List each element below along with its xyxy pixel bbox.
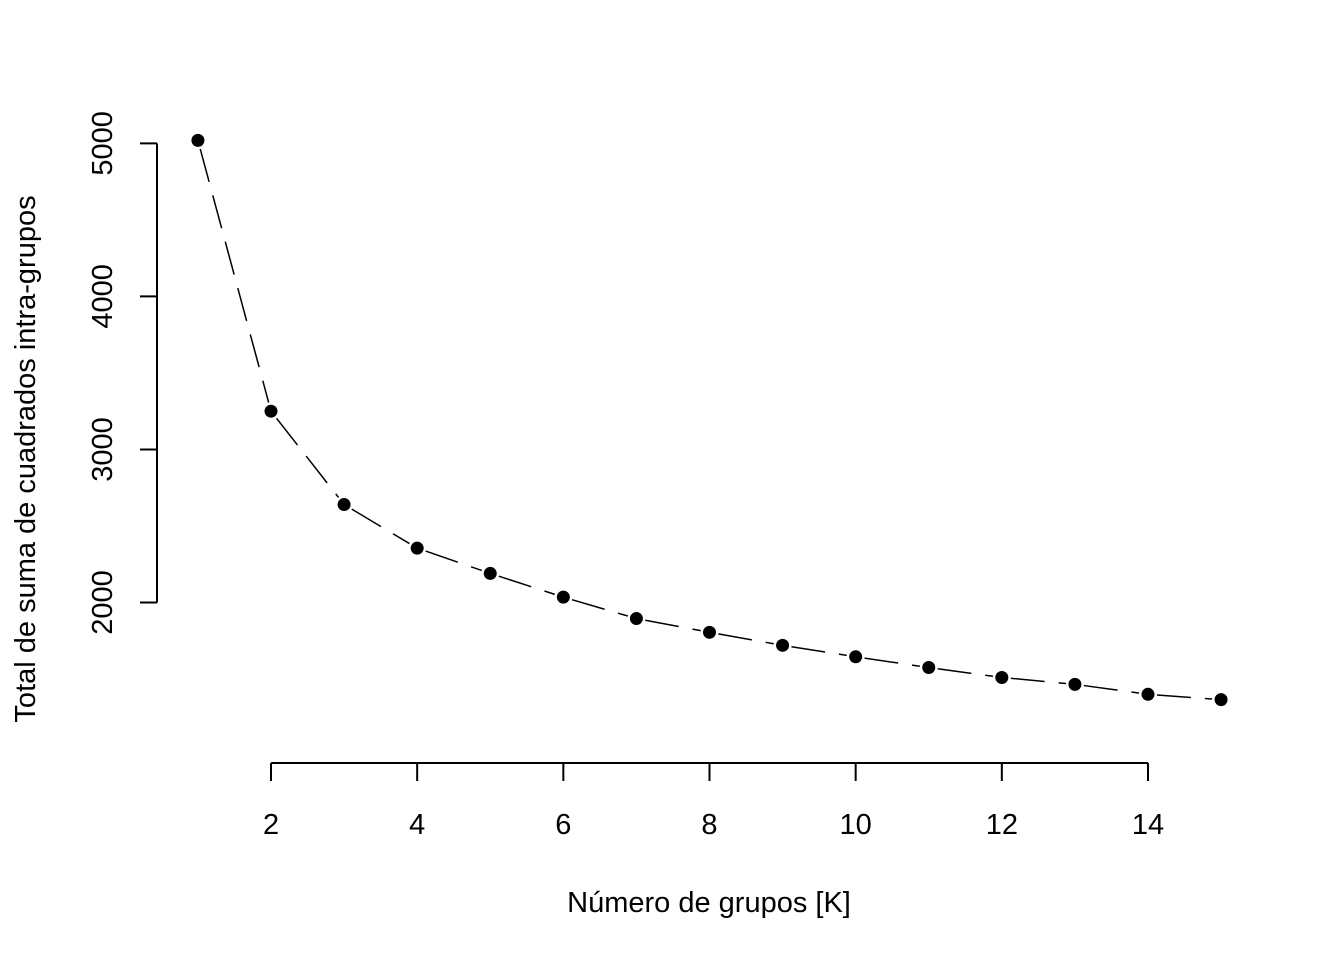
series-line-segment — [864, 657, 920, 667]
data-point — [410, 541, 424, 555]
data-point — [337, 498, 351, 512]
x-axis: 2 4 6 8 10 12 14 — [263, 762, 1164, 841]
series-line-segment — [1156, 694, 1213, 700]
data-point — [1068, 677, 1082, 691]
series-line-segment — [1083, 684, 1140, 694]
x-tick-label: 12 — [986, 809, 1018, 841]
y-tick-label: 2000 — [87, 570, 119, 635]
series-line-segment — [791, 645, 847, 657]
data-point — [1214, 693, 1228, 707]
y-axis: 2000 3000 4000 5000 — [87, 111, 158, 635]
x-tick-label: 4 — [409, 809, 425, 841]
data-point — [703, 625, 716, 639]
x-tick-label: 6 — [555, 809, 571, 841]
series-line-segment — [425, 550, 482, 572]
data-point — [629, 612, 643, 626]
series-line-segment — [199, 148, 270, 403]
x-axis-title: Número de grupos [K] — [567, 887, 851, 919]
series-line-segment — [571, 598, 628, 617]
data-point — [1141, 687, 1155, 701]
series-line-segment — [937, 667, 994, 677]
x-tick-label: 8 — [701, 809, 717, 841]
series-line-segment — [498, 575, 556, 596]
series-line-segment — [1010, 677, 1067, 685]
x-tick-label: 2 — [263, 809, 279, 841]
series-line-segment — [275, 417, 340, 498]
data-point — [483, 566, 497, 580]
data-point — [776, 638, 790, 652]
data-point — [849, 650, 863, 664]
data-point — [922, 661, 936, 675]
series-line-segment — [645, 619, 701, 632]
data-point — [995, 670, 1009, 684]
x-tick-label: 14 — [1132, 809, 1164, 841]
y-tick-label: 5000 — [87, 111, 119, 176]
x-tick-label: 10 — [840, 809, 872, 841]
plot-series — [191, 133, 1228, 707]
series-line-segment — [718, 633, 774, 645]
y-tick-label: 3000 — [87, 417, 119, 482]
data-point — [264, 404, 278, 418]
series-line-segment — [351, 508, 410, 545]
y-axis-title: Total de suma de cuadrados intra-grupos — [10, 195, 42, 722]
y-tick-label: 4000 — [87, 264, 119, 329]
data-point — [191, 133, 205, 147]
data-point — [556, 590, 570, 604]
